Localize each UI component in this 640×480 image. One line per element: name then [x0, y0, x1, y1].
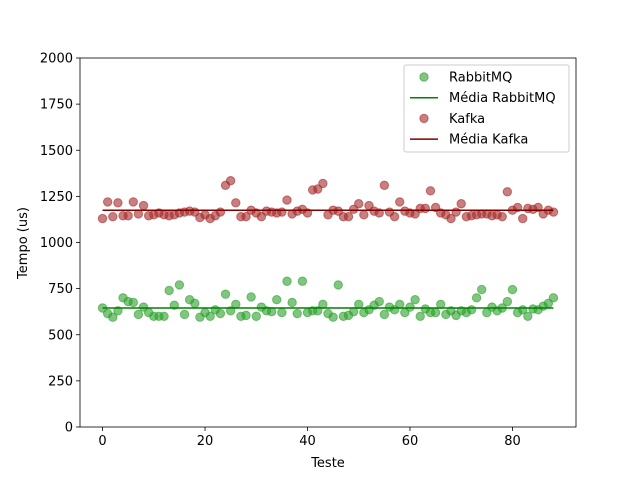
kafka-point [318, 178, 328, 189]
y-axis-title: Tempo (us) [16, 207, 31, 280]
rabbitmq-point [502, 296, 513, 307]
rabbitmq-point [159, 311, 169, 321]
y-tick-label: 750 [48, 282, 73, 297]
kafka-point [425, 186, 436, 196]
rabbitmq-point [231, 299, 241, 310]
kafka-point [395, 197, 405, 207]
kafka-point [518, 213, 528, 224]
kafka-point [379, 180, 390, 191]
kafka-point [497, 211, 507, 222]
y-tick-label: 1250 [40, 190, 73, 205]
rabbitmq-point [133, 309, 144, 320]
x-axis-title: Teste [310, 456, 345, 471]
x-tick-label: 40 [299, 434, 316, 449]
y-tick-label: 1000 [40, 236, 73, 251]
kafka-point [215, 207, 226, 217]
kafka-point [451, 207, 461, 217]
kafka-point [123, 211, 133, 221]
kafka-point [343, 211, 354, 222]
legend-media-rabbitmq-label: Média RabbitMQ [449, 91, 556, 106]
kafka-point [231, 198, 241, 208]
rabbitmq-point [507, 284, 518, 295]
rabbitmq-point [430, 307, 441, 318]
rabbitmq-point [164, 285, 174, 296]
kafka-point [389, 211, 400, 222]
legend-kafka-label: Kafka [449, 112, 485, 127]
rabbitmq-point [292, 308, 302, 319]
kafka-point [282, 195, 292, 205]
y-tick-label: 2000 [40, 52, 73, 67]
rabbitmq-point [477, 284, 487, 295]
x-tick-label: 80 [504, 434, 521, 449]
legend-kafka-swatch [419, 113, 429, 124]
kafka-point [108, 211, 118, 222]
kafka-point [277, 207, 287, 217]
kafka-point [502, 187, 513, 197]
x-tick-label: 60 [402, 434, 419, 449]
rabbitmq-point [241, 310, 251, 321]
kafka-point [225, 175, 236, 186]
rabbitmq-point [328, 312, 338, 322]
rabbitmq-point [523, 311, 533, 321]
rabbitmq-point [174, 280, 185, 290]
y-tick-label: 0 [65, 421, 73, 436]
legend-rabbitmq-swatch [419, 72, 429, 82]
kafka-point [128, 197, 138, 207]
y-tick-label: 1750 [40, 98, 73, 113]
rabbitmq-point [190, 298, 200, 309]
rabbitmq-point [287, 297, 297, 308]
kafka-point [138, 200, 149, 211]
kafka-point [354, 199, 364, 209]
x-tick-label: 20 [197, 434, 214, 449]
rabbitmq-point [297, 276, 308, 286]
rabbitmq-point [471, 293, 482, 303]
rabbitmq-point [405, 302, 415, 312]
kafka-point [97, 213, 108, 224]
legend-rabbitmq-label: RabbitMQ [449, 71, 512, 86]
x-tick-label: 0 [98, 434, 106, 449]
rabbitmq-point [466, 305, 477, 315]
y-tick-label: 1500 [40, 144, 73, 159]
kafka-point [241, 211, 251, 222]
kafka-point [359, 210, 369, 220]
kafka-point [446, 213, 456, 224]
rabbitmq-point [272, 294, 282, 305]
legend-media-kafka-label: Média Kafka [449, 133, 528, 148]
rabbitmq-point [282, 276, 292, 286]
rabbitmq-point [318, 299, 328, 310]
rabbitmq-point [251, 311, 261, 321]
rabbitmq-point [395, 299, 405, 310]
rabbitmq-point [215, 308, 226, 319]
kafka-point [420, 203, 431, 214]
rabbitmq-point [277, 307, 287, 318]
y-tick-label: 500 [48, 328, 73, 343]
rabbitmq-point [246, 292, 256, 302]
rabbitmq-point [374, 296, 384, 307]
y-tick-label: 250 [48, 374, 73, 389]
rabbitmq-point [205, 311, 215, 321]
rabbitmq-point [354, 299, 364, 310]
rabbitmq-point [379, 309, 390, 320]
rabbitmq-point [548, 293, 559, 303]
plot-marks [97, 175, 559, 322]
kafka-point [102, 197, 113, 207]
rabbitmq-point [179, 309, 190, 320]
rabbitmq-point [333, 280, 343, 290]
rabbitmq-point [128, 297, 138, 308]
rabbitmq-point [436, 299, 446, 310]
rabbitmq-point [220, 289, 231, 299]
kafka-point [456, 199, 466, 209]
kafka-point [113, 198, 123, 208]
axes: 0 20 40 60 80 0 250 500 750 1000 1250 1500 1750 2000 [40, 52, 577, 449]
rabbitmq-point [108, 312, 118, 322]
rabbitmq-point [415, 311, 425, 321]
rabbitmq-point [410, 294, 420, 305]
legend: RabbitMQ Média RabbitMQ Kafka Média Kafka [403, 64, 570, 153]
legend-box [403, 64, 570, 153]
kafka-point [548, 207, 559, 217]
